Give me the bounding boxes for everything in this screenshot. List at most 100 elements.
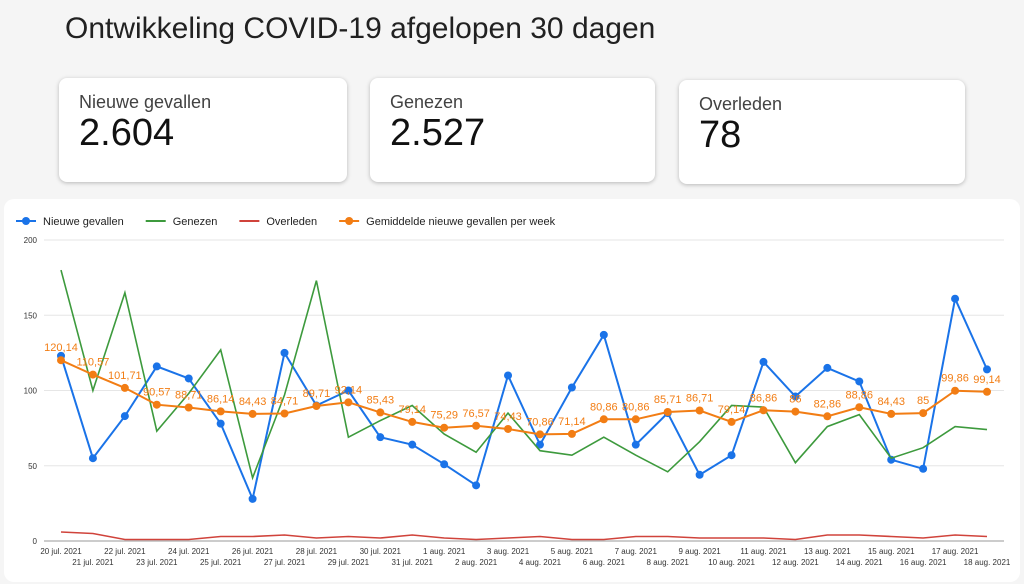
data-point [184, 403, 193, 412]
x-tick-label: 17 aug. 2021 [932, 547, 979, 556]
card-deaths: Overleden 78 [679, 80, 965, 184]
data-point [504, 424, 513, 433]
x-tick-label: 5 aug. 2021 [551, 547, 594, 556]
y-tick-label: 50 [28, 462, 37, 471]
data-label: 92,14 [335, 384, 363, 396]
x-tick-label: 29 jul. 2021 [328, 558, 370, 567]
x-tick-label: 11 aug. 2021 [740, 547, 787, 556]
data-label: 82,86 [814, 398, 842, 410]
data-point [535, 430, 544, 439]
card-recovered-label: Genezen [390, 92, 464, 112]
data-label: 80,86 [622, 401, 650, 413]
data-label: 120,14 [44, 342, 78, 354]
data-label: 80,86 [590, 401, 618, 413]
data-point [248, 409, 257, 418]
data-point [823, 363, 832, 372]
data-label: 99,86 [941, 373, 969, 385]
card-deaths-value: 78 [699, 114, 742, 156]
x-tick-label: 31 jul. 2021 [392, 558, 434, 567]
legend-swatch-dot [345, 217, 354, 225]
data-point [695, 470, 704, 479]
x-tick-label: 18 aug. 2021 [964, 558, 1011, 567]
data-point [248, 494, 257, 503]
data-point [472, 481, 481, 490]
card-new-cases: Nieuwe gevallen 2.604 [59, 78, 347, 182]
data-point [887, 409, 896, 418]
data-point [504, 371, 513, 380]
x-tick-label: 1 aug. 2021 [423, 547, 466, 556]
y-tick-label: 200 [24, 236, 38, 245]
x-tick-label: 15 aug. 2021 [868, 547, 915, 556]
page-title: Ontwikkeling COVID-19 afgelopen 30 dagen [65, 12, 656, 45]
gridlines [44, 239, 1004, 542]
series-line [60, 531, 988, 541]
data-label: 79,14 [398, 404, 426, 416]
legend-item: Overleden [239, 216, 317, 228]
data-point [631, 415, 640, 424]
data-point [472, 421, 481, 430]
series-weekly-average [57, 356, 991, 439]
data-point [631, 440, 640, 449]
data-label: 79,14 [718, 404, 746, 416]
data-label: 84,43 [877, 396, 905, 408]
data-point [440, 423, 449, 432]
x-tick-label: 22 jul. 2021 [104, 547, 146, 556]
data-point [567, 429, 576, 438]
series-line [60, 269, 988, 481]
series-deaths [60, 531, 988, 541]
legend-label: Gemiddelde nieuwe gevallen per week [366, 216, 555, 228]
legend-label: Nieuwe gevallen [43, 216, 124, 228]
data-label: 84,43 [239, 396, 267, 408]
data-point [216, 407, 225, 416]
data-label: 75,29 [430, 410, 458, 422]
x-tick-label: 23 jul. 2021 [136, 558, 178, 567]
data-point [759, 357, 768, 366]
data-point [376, 433, 385, 442]
x-tick-label: 9 aug. 2021 [678, 547, 721, 556]
x-tick-label: 16 aug. 2021 [900, 558, 947, 567]
series-line [60, 359, 988, 436]
data-label: 88,86 [846, 389, 874, 401]
x-tick-label: 13 aug. 2021 [804, 547, 851, 556]
data-point [855, 403, 864, 412]
x-tick-label: 24 jul. 2021 [168, 547, 210, 556]
data-point [727, 417, 736, 426]
data-point [376, 408, 385, 417]
data-label: 88,71 [175, 389, 203, 401]
data-point [280, 409, 289, 418]
line-chart: 0 50 100 150 200 20 jul. 2021 21 jul. 2021 22 j… [16, 216, 1011, 567]
data-point [120, 383, 129, 392]
data-point [791, 407, 800, 416]
data-point [216, 419, 225, 428]
data-point [919, 464, 928, 473]
legend-swatch-dot [22, 217, 30, 225]
data-point [184, 374, 193, 383]
data-point [791, 392, 800, 401]
x-tick-label: 4 aug. 2021 [519, 558, 562, 567]
card-recovered: Genezen 2.527 [370, 78, 655, 182]
data-label: 76,57 [462, 408, 490, 420]
data-label: 86,86 [750, 392, 778, 404]
y-axis: 0 50 100 150 200 [24, 236, 38, 546]
data-point [919, 409, 928, 418]
data-point [88, 454, 97, 463]
data-point [983, 365, 991, 374]
data-point [440, 460, 449, 469]
data-point [344, 386, 353, 395]
y-tick-label: 0 [33, 537, 38, 546]
data-point [152, 400, 161, 409]
x-tick-label: 21 jul. 2021 [72, 558, 114, 567]
x-tick-label: 10 aug. 2021 [708, 558, 755, 567]
x-tick-label: 2 aug. 2021 [455, 558, 498, 567]
data-point [408, 417, 417, 426]
x-tick-label: 6 aug. 2021 [583, 558, 626, 567]
x-tick-label: 25 jul. 2021 [200, 558, 242, 567]
data-point [663, 408, 672, 417]
data-label: 74,43 [494, 411, 522, 423]
x-tick-label: 27 jul. 2021 [264, 558, 306, 567]
card-new-cases-label: Nieuwe gevallen [79, 92, 212, 112]
data-point [823, 412, 832, 421]
x-tick-label: 26 jul. 2021 [232, 547, 274, 556]
data-label: 84,71 [271, 396, 299, 408]
card-deaths-label: Overleden [699, 94, 783, 114]
